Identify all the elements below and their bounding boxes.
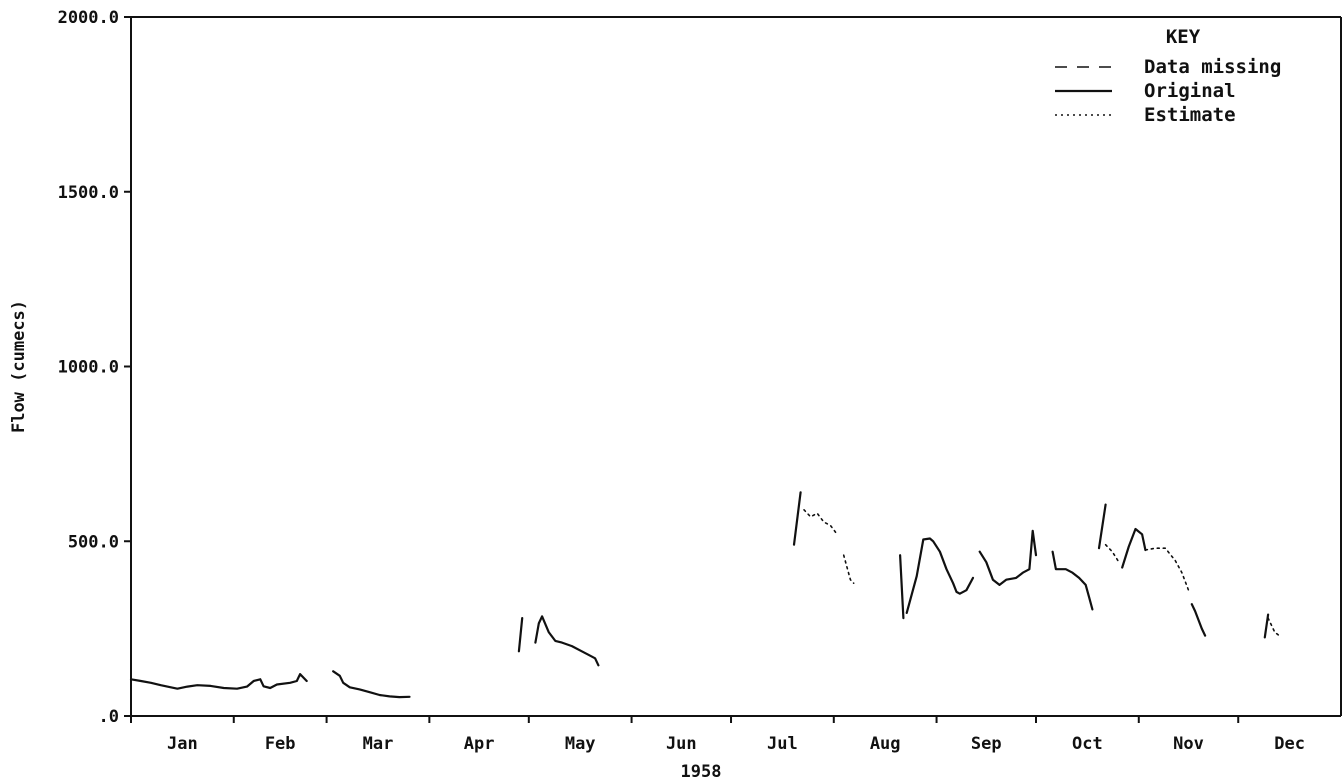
x-tick-label: Dec [1274,734,1305,754]
y-tick-label: 2000.0 [58,8,119,28]
y-axis-title: Flow (cumecs) [9,300,29,433]
x-tick-label: Aug [870,734,901,754]
series-original-segment [1097,503,1107,550]
series-original-segment [792,491,802,546]
y-axis: .0 500.0 1000.0 1500.0 2000.0 [58,8,131,727]
legend-title: KEY [1166,26,1201,48]
x-tick-label: Apr [464,734,495,754]
legend-label: Data missing [1144,56,1281,78]
x-tick-label: Mar [363,734,394,754]
series-original-segment [534,615,600,667]
x-tick-label: Jun [666,734,697,754]
series-original-segment [517,617,524,653]
y-tick-label: 1000.0 [58,358,119,378]
x-tick-label: Oct [1072,734,1103,754]
series-original-segment [1051,550,1094,611]
x-axis-title: 1958 [681,762,722,781]
legend-label: Original [1144,80,1236,102]
series-estimate-segment [803,509,838,536]
y-tick-label: 500.0 [68,532,119,552]
x-tick-label: Jul [767,734,798,754]
x-tick-label: May [565,734,596,754]
x-tick-label: Nov [1173,734,1204,754]
x-axis: Jan Feb Mar Apr May Jun Jul Aug Sep Oct Nov Dec [130,716,1305,754]
series-original-segment [332,670,411,699]
y-tick-label: .0 [99,707,119,727]
series-layer [129,491,1283,699]
series-original-segment [905,537,975,614]
series-original-segment [899,554,905,620]
series-original-segment [1190,603,1207,637]
series-estimate-segment [842,554,855,584]
x-tick-label: Feb [265,734,296,754]
x-tick-label: Sep [971,734,1002,754]
x-tick-label: Jan [167,734,198,754]
series-original-segment [129,673,308,690]
legend-label: Estimate [1144,104,1236,126]
y-tick-label: 1500.0 [58,183,119,203]
series-original-segment [1121,527,1147,569]
series-estimate-segment [1104,543,1120,563]
series-estimate-segment [1144,547,1190,591]
series-estimate-segment [1267,617,1283,639]
series-original-segment [978,529,1038,586]
